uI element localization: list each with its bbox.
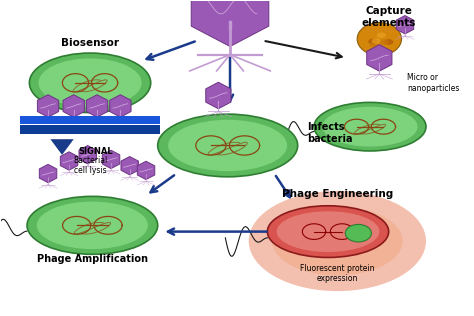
Polygon shape — [37, 95, 59, 117]
Polygon shape — [206, 82, 231, 109]
Polygon shape — [79, 146, 96, 164]
Text: Fluorescent protein
expression: Fluorescent protein expression — [300, 264, 374, 283]
Ellipse shape — [377, 30, 386, 36]
Text: Capture
elements: Capture elements — [362, 6, 416, 28]
Polygon shape — [86, 95, 108, 117]
Text: Phage Engineering: Phage Engineering — [282, 189, 393, 199]
Text: Infects
bacteria: Infects bacteria — [307, 122, 353, 144]
Polygon shape — [396, 15, 414, 34]
Ellipse shape — [27, 196, 158, 254]
Ellipse shape — [357, 22, 401, 55]
Polygon shape — [109, 95, 131, 117]
Polygon shape — [121, 156, 138, 175]
Polygon shape — [367, 45, 392, 71]
Ellipse shape — [168, 120, 287, 171]
Text: Micro or
nanoparticles: Micro or nanoparticles — [407, 73, 460, 93]
Text: SIGNAL: SIGNAL — [78, 147, 113, 156]
Polygon shape — [191, 0, 269, 46]
Ellipse shape — [29, 53, 151, 112]
Ellipse shape — [371, 40, 381, 46]
Ellipse shape — [267, 206, 389, 258]
Polygon shape — [102, 150, 120, 168]
FancyBboxPatch shape — [20, 116, 160, 125]
Ellipse shape — [37, 202, 148, 249]
Polygon shape — [50, 139, 74, 155]
Ellipse shape — [314, 102, 426, 151]
Ellipse shape — [158, 114, 298, 177]
Text: Bacterial
cell lysis: Bacterial cell lysis — [74, 156, 108, 175]
Ellipse shape — [370, 38, 379, 43]
Ellipse shape — [38, 58, 142, 107]
Ellipse shape — [249, 191, 426, 291]
Ellipse shape — [380, 40, 390, 46]
Polygon shape — [60, 152, 78, 170]
Text: Phage Amplification: Phage Amplification — [37, 254, 148, 264]
Ellipse shape — [277, 211, 379, 252]
Polygon shape — [39, 164, 57, 183]
Polygon shape — [137, 161, 155, 179]
FancyBboxPatch shape — [20, 125, 160, 134]
Ellipse shape — [374, 43, 384, 48]
Ellipse shape — [373, 34, 382, 40]
Text: Biosensor: Biosensor — [61, 38, 119, 48]
Ellipse shape — [272, 207, 403, 276]
Ellipse shape — [322, 107, 418, 147]
Circle shape — [345, 224, 372, 242]
Polygon shape — [63, 95, 84, 117]
